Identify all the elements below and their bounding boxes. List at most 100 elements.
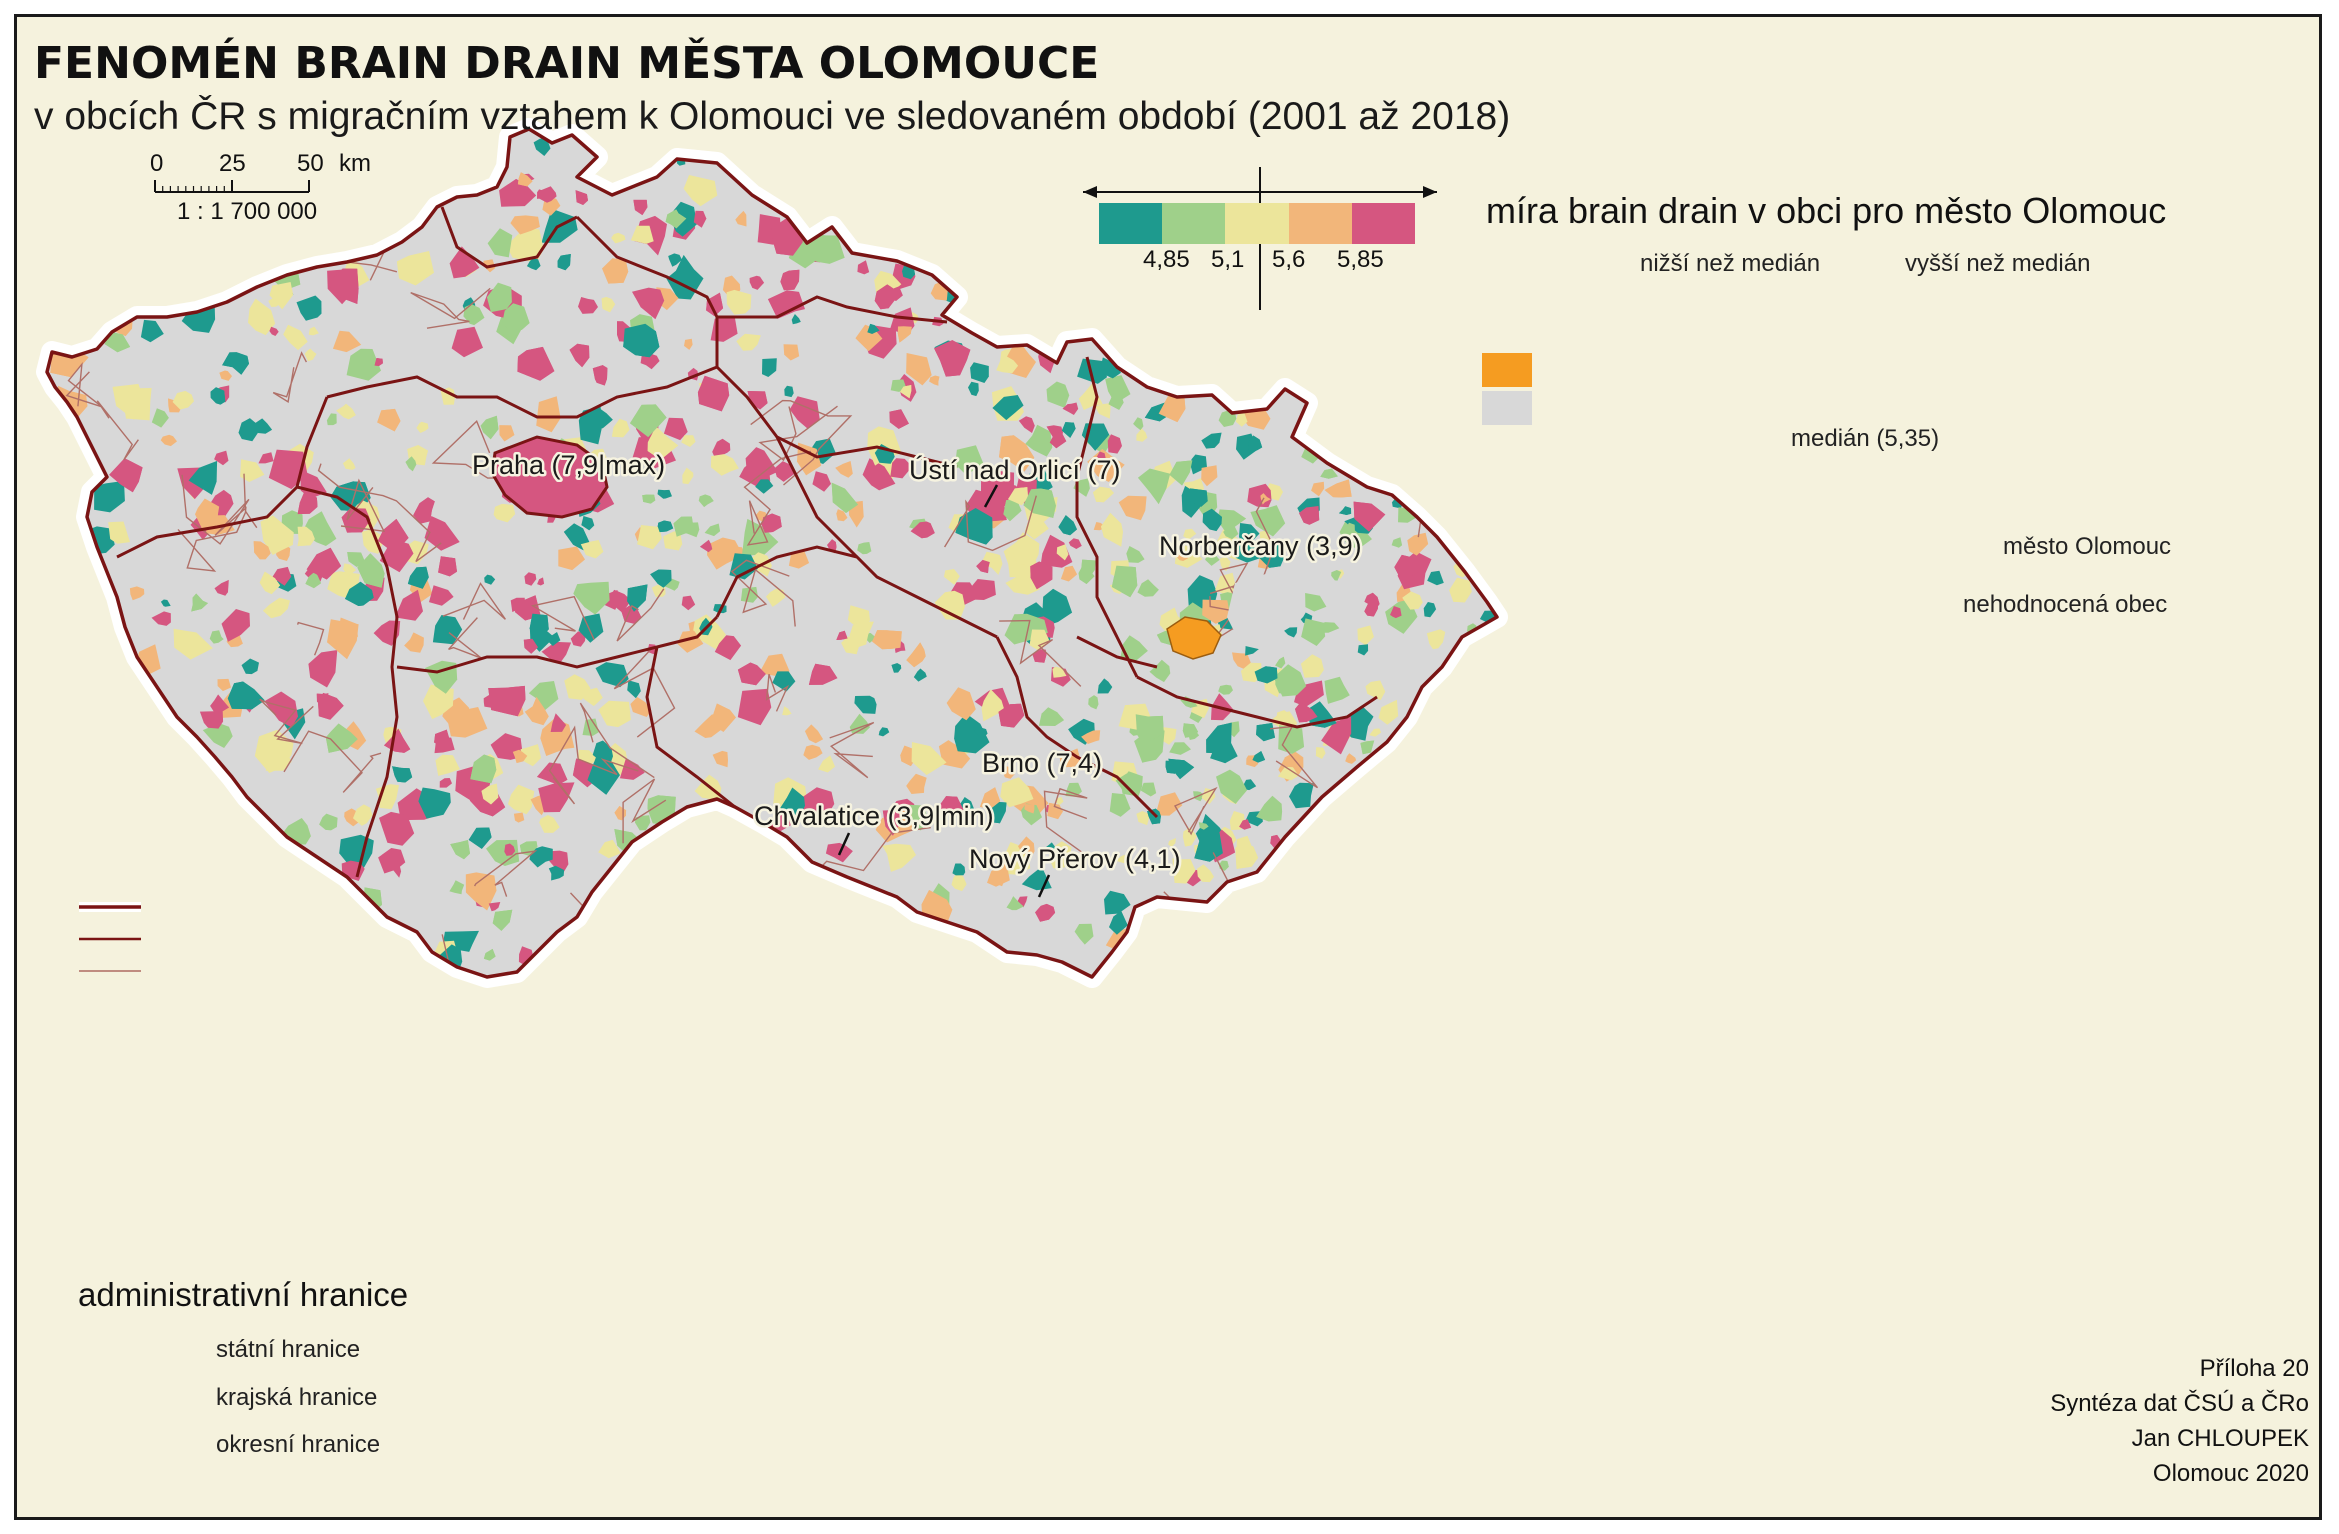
municipality-patch: [429, 585, 454, 606]
municipality-patch: [404, 632, 424, 653]
municipality-patch: [726, 289, 752, 315]
municipality-patch: [736, 333, 761, 351]
municipality-patch: [747, 391, 768, 410]
municipality-patch: [465, 872, 497, 911]
municipality-patch: [681, 435, 696, 447]
municipality-patch: [827, 539, 837, 554]
municipality-patch: [1357, 644, 1369, 656]
municipality-patch: [1239, 819, 1252, 830]
municipality-patch: [492, 909, 513, 931]
municipality-patch: [1136, 811, 1150, 826]
map-canvas: 0 25 50 km 1 : 1 700 000 4,85 5,1 5,6 5,85: [36, 118, 1532, 988]
municipality-patch: [539, 815, 560, 833]
district-border: [999, 619, 1082, 687]
state-border: [45, 127, 1499, 979]
municipality-patch: [684, 338, 693, 350]
municipality-patch: [952, 863, 966, 876]
municipality-patch: [808, 663, 838, 685]
municipality-patch: [1324, 479, 1352, 498]
district-border: [548, 725, 639, 805]
district-border: [1174, 786, 1218, 836]
municipality-patch: [488, 685, 526, 717]
municipality-patch: [1338, 506, 1352, 515]
municipality-patch: [573, 581, 610, 615]
municipality-patch: [160, 434, 177, 447]
municipality-patch: [173, 628, 213, 660]
municipality-patch: [513, 812, 525, 823]
municipality-patch: [1104, 890, 1131, 915]
region-border: [296, 485, 399, 878]
district-border: [283, 730, 382, 793]
municipality-patch: [1116, 854, 1127, 864]
municipality-patch: [1030, 561, 1053, 590]
municipality-patch: [1277, 766, 1299, 781]
map-subtitle: v obcích ČR s migračním vztahem k Olomou…: [34, 95, 1511, 138]
municipality-patch: [1052, 666, 1067, 678]
municipality-patch: [1331, 570, 1342, 581]
municipality-patch: [780, 269, 800, 291]
municipality-patch: [882, 810, 901, 836]
municipality-patch: [1305, 593, 1327, 612]
municipality-patch: [260, 515, 294, 555]
region-border: [775, 436, 859, 559]
municipality-patch: [241, 658, 259, 675]
municipality-patch: [1344, 522, 1355, 540]
municipality-patch: [1426, 629, 1446, 650]
district-border: [296, 621, 325, 656]
municipality-patch: [563, 523, 590, 551]
municipality-patch: [222, 352, 249, 375]
municipality-patch: [706, 292, 724, 317]
municipality-patch: [759, 653, 790, 676]
legend-unassessed-label: nehodnocená obec: [1963, 591, 2168, 618]
municipality-patch: [416, 421, 429, 433]
scale-bar: 0 25 50 km 1 : 1 700 000: [150, 150, 371, 225]
municipality-patch: [682, 467, 694, 485]
municipality-patch: [569, 343, 590, 368]
municipality-patch: [345, 581, 374, 606]
legend-olomouc-label: město Olomouc: [2003, 533, 2172, 560]
municipality-patch: [1002, 766, 1015, 779]
district-border: [622, 778, 667, 844]
municipality-patch: [1059, 748, 1081, 768]
municipality-patch: [801, 805, 816, 818]
region-border: [995, 636, 1159, 819]
municipality-patch: [1107, 434, 1122, 454]
municipality-patch: [1284, 627, 1298, 638]
municipality-patch: [602, 258, 629, 284]
municipality-patch: [1202, 599, 1231, 624]
admin-legend-title: administrativní hranice: [78, 1276, 409, 1313]
municipality-patch: [199, 711, 224, 729]
region-border: [1076, 635, 1158, 669]
district-border: [750, 399, 853, 486]
municipality-patch: [439, 778, 452, 788]
municipality-patch: [1135, 714, 1164, 743]
municipality-patch: [1236, 835, 1253, 853]
municipality-patch: [1042, 588, 1073, 626]
municipality-patch: [470, 754, 497, 784]
scale-tick-0: 0: [150, 150, 163, 177]
municipality-patch: [1169, 742, 1191, 755]
municipality-patch: [906, 353, 932, 386]
municipality-patch: [610, 589, 632, 613]
municipality-patch: [1018, 416, 1035, 433]
municipality-patch: [1390, 606, 1402, 619]
municipality-patch: [305, 571, 322, 589]
municipality-patch: [601, 297, 616, 313]
municipality-patch: [378, 848, 406, 874]
municipality-patch: [857, 542, 872, 555]
label-brno: Brno (7,4): [982, 748, 1102, 778]
municipality-patch: [1194, 832, 1223, 862]
municipality-patch: [1218, 684, 1233, 695]
municipality-patch: [1062, 402, 1079, 415]
municipality-patch: [891, 663, 902, 673]
municipality-patch: [520, 744, 542, 767]
municipality-patch: [557, 254, 571, 271]
municipality-patch: [536, 396, 561, 433]
municipality-patch: [377, 518, 409, 554]
municipality-patch: [784, 385, 794, 398]
municipality-patch: [1172, 858, 1196, 884]
municipality-patch: [1058, 515, 1077, 536]
municipality-patch: [1018, 836, 1035, 859]
municipality-patch: [1311, 481, 1325, 497]
municipality-patch: [1301, 618, 1326, 646]
